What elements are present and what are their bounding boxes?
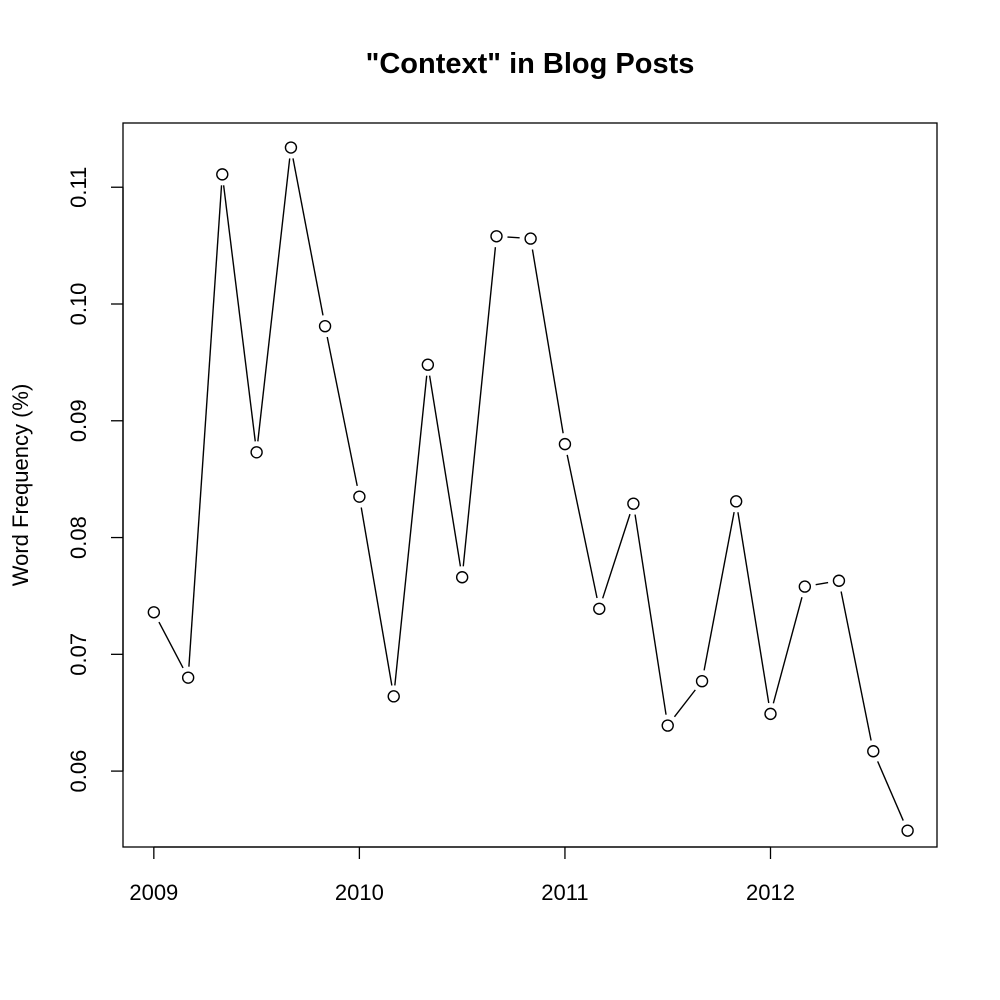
data-point [764,707,777,721]
data-point [661,719,674,732]
series-segment [703,512,735,671]
data-point [695,674,709,688]
x-tick-label: 2011 [541,880,588,905]
series-segment [772,597,803,704]
y-tick-label: 0.11 [66,167,91,208]
series-segment [222,185,256,442]
y-axis: 0.06 0.07 0.08 0.09 0.10 0.11 [66,167,124,793]
data-point [353,490,366,503]
data-point [284,141,298,154]
data-point [558,437,572,451]
series-segment [292,158,324,316]
data-point [181,671,195,684]
y-tick-label: 0.09 [66,399,91,442]
chart-title: "Context" in Blog Posts [366,48,695,80]
data-point [901,824,914,837]
series-segment [428,375,462,567]
series-segment [840,591,872,741]
x-axis: 2009 2010 2011 2012 [129,846,795,905]
data-point [147,606,161,619]
x-tick-label: 2009 [129,880,178,905]
series-segment [531,249,564,434]
data-point [250,446,263,459]
y-tick-label: 0.08 [66,516,91,559]
data-point [318,319,332,333]
series-segment [257,158,291,442]
series-segment [394,375,428,686]
data-point [798,580,812,593]
series-segment [507,236,520,239]
series-segment [462,247,497,567]
series-layer [147,141,914,837]
series-segment [877,761,904,821]
data-point [455,571,469,584]
series-segment [634,514,667,715]
x-tick-label: 2010 [335,880,384,905]
plot-frame [122,122,938,848]
data-point [524,232,537,245]
x-tick-label: 2012 [746,880,795,905]
y-tick-label: 0.07 [66,633,91,676]
series-segment [360,507,393,686]
data-point [867,745,880,758]
data-point [490,230,503,243]
y-tick-label: 0.10 [66,283,91,326]
y-tick-label: 0.06 [66,750,91,793]
data-point [832,574,846,587]
data-point [593,602,606,615]
series-segment [566,454,598,599]
series-segment [602,513,631,599]
series-segment [737,512,770,704]
series-segment [815,581,829,586]
data-point [216,168,229,181]
data-point [387,690,400,703]
data-point [421,358,435,371]
series-segment [158,621,184,669]
data-point [729,495,743,508]
data-point [627,497,640,510]
series-segment [326,336,358,487]
series-segment [673,689,696,718]
series-segment [188,185,223,667]
y-axis-label: Word Frequency (%) [8,384,33,587]
